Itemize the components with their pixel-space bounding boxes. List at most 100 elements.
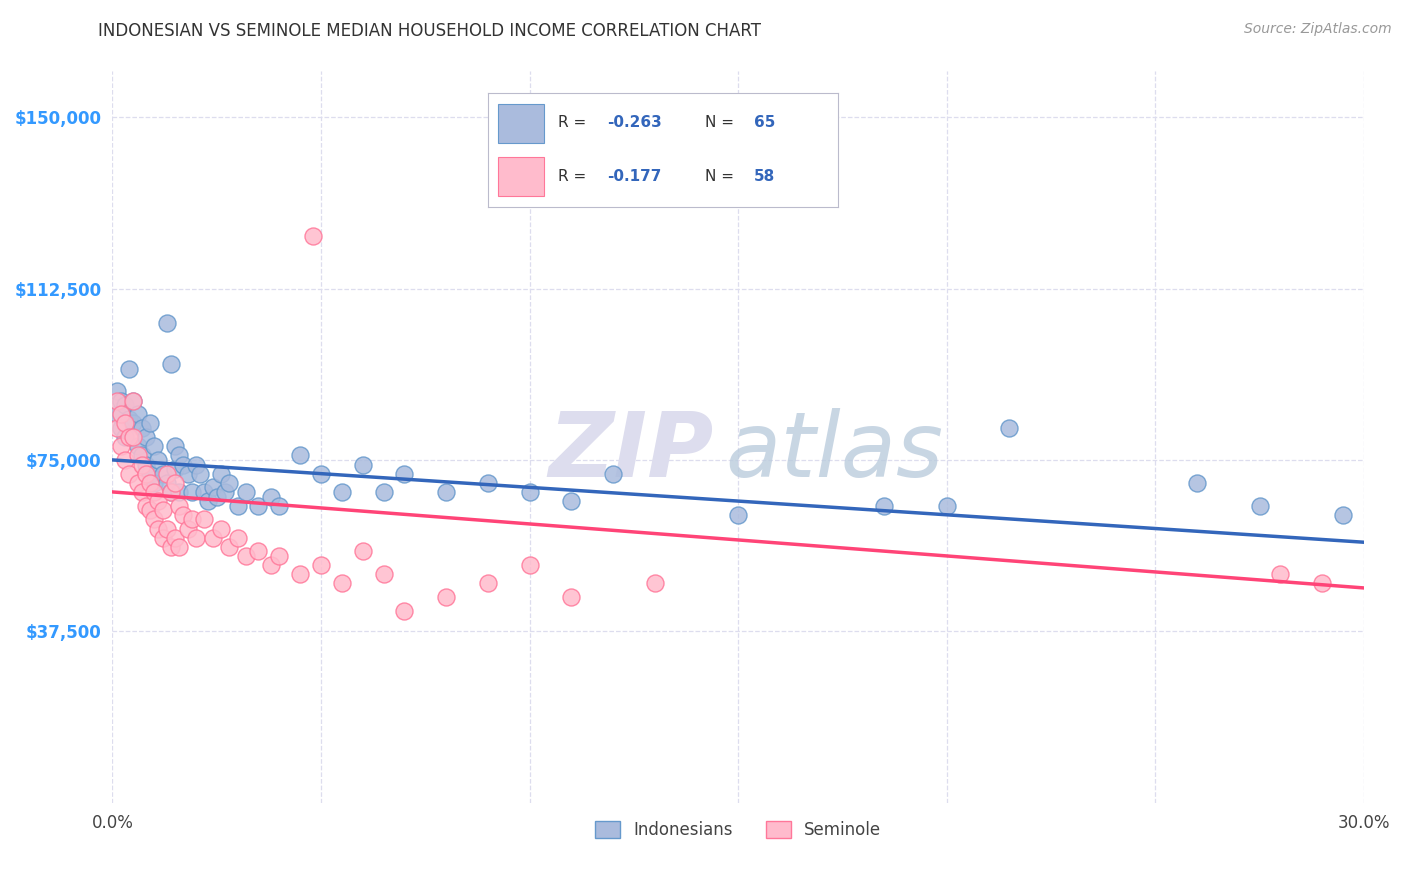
Point bbox=[143, 484, 166, 499]
Point bbox=[131, 484, 153, 499]
Point bbox=[163, 462, 186, 476]
Point bbox=[197, 494, 219, 508]
Point bbox=[135, 499, 157, 513]
Point bbox=[167, 540, 190, 554]
Point bbox=[160, 484, 183, 499]
Point bbox=[122, 393, 145, 408]
Point bbox=[1249, 499, 1271, 513]
Point bbox=[131, 448, 153, 462]
Point bbox=[180, 484, 202, 499]
Point bbox=[301, 228, 323, 243]
Point bbox=[290, 567, 312, 582]
Point bbox=[1185, 475, 1208, 490]
Point bbox=[160, 357, 183, 371]
Point bbox=[118, 430, 141, 444]
Point bbox=[172, 508, 194, 522]
Point bbox=[135, 430, 157, 444]
Point bbox=[201, 480, 224, 494]
Point bbox=[176, 467, 198, 481]
Point bbox=[193, 512, 215, 526]
Point bbox=[143, 475, 166, 490]
Text: ZIP: ZIP bbox=[548, 408, 713, 496]
Point bbox=[184, 531, 207, 545]
Text: Source: ZipAtlas.com: Source: ZipAtlas.com bbox=[1244, 22, 1392, 37]
Point bbox=[188, 467, 211, 481]
Point bbox=[118, 361, 141, 376]
Point bbox=[394, 467, 416, 481]
Y-axis label: Median Household Income: Median Household Income bbox=[0, 327, 3, 547]
Point bbox=[309, 467, 332, 481]
Point bbox=[176, 521, 198, 535]
Point bbox=[105, 421, 128, 435]
Point bbox=[373, 484, 395, 499]
Point bbox=[110, 439, 132, 453]
Point bbox=[152, 503, 174, 517]
Point bbox=[167, 448, 190, 462]
Point bbox=[873, 499, 896, 513]
Point bbox=[139, 503, 162, 517]
Point bbox=[156, 467, 179, 481]
Point bbox=[373, 567, 395, 582]
Point bbox=[330, 484, 353, 499]
Point bbox=[167, 484, 190, 499]
Point bbox=[209, 521, 232, 535]
Point bbox=[160, 540, 183, 554]
Point bbox=[247, 544, 270, 558]
Point bbox=[352, 544, 374, 558]
Point bbox=[156, 316, 179, 330]
Point bbox=[290, 448, 312, 462]
Point bbox=[110, 421, 132, 435]
Point bbox=[226, 499, 249, 513]
Point bbox=[560, 590, 582, 604]
Point bbox=[127, 448, 149, 462]
Point bbox=[309, 558, 332, 573]
Point bbox=[156, 475, 179, 490]
Point bbox=[131, 458, 153, 472]
Point bbox=[143, 512, 166, 526]
Point bbox=[114, 398, 136, 412]
Point bbox=[110, 407, 132, 421]
Point bbox=[122, 393, 145, 408]
Point bbox=[218, 475, 240, 490]
Point bbox=[118, 467, 141, 481]
Point bbox=[193, 484, 215, 499]
Point bbox=[235, 549, 257, 563]
Point bbox=[160, 484, 183, 499]
Point bbox=[1310, 576, 1333, 591]
Point bbox=[260, 490, 283, 504]
Point bbox=[135, 467, 157, 481]
Point bbox=[118, 411, 141, 425]
Point bbox=[139, 467, 162, 481]
Point bbox=[167, 499, 190, 513]
Point bbox=[560, 494, 582, 508]
Point bbox=[519, 558, 541, 573]
Point bbox=[269, 549, 291, 563]
Point bbox=[156, 521, 179, 535]
Point bbox=[330, 576, 353, 591]
Point bbox=[1270, 567, 1292, 582]
Point bbox=[105, 384, 128, 399]
Point bbox=[122, 430, 145, 444]
Point bbox=[122, 417, 145, 431]
Point bbox=[260, 558, 283, 573]
Point bbox=[131, 421, 153, 435]
Point bbox=[477, 475, 499, 490]
Point bbox=[127, 475, 149, 490]
Point bbox=[519, 484, 541, 499]
Point bbox=[247, 499, 270, 513]
Point bbox=[152, 531, 174, 545]
Point bbox=[163, 475, 186, 490]
Point bbox=[602, 467, 624, 481]
Point bbox=[935, 499, 957, 513]
Point bbox=[163, 439, 186, 453]
Point bbox=[148, 453, 170, 467]
Legend: Indonesians, Seminole: Indonesians, Seminole bbox=[588, 814, 889, 846]
Point bbox=[127, 407, 149, 421]
Point bbox=[180, 512, 202, 526]
Point bbox=[172, 458, 194, 472]
Point bbox=[477, 576, 499, 591]
Point bbox=[998, 421, 1021, 435]
Point bbox=[114, 417, 136, 431]
Point bbox=[114, 430, 136, 444]
Point bbox=[209, 467, 232, 481]
